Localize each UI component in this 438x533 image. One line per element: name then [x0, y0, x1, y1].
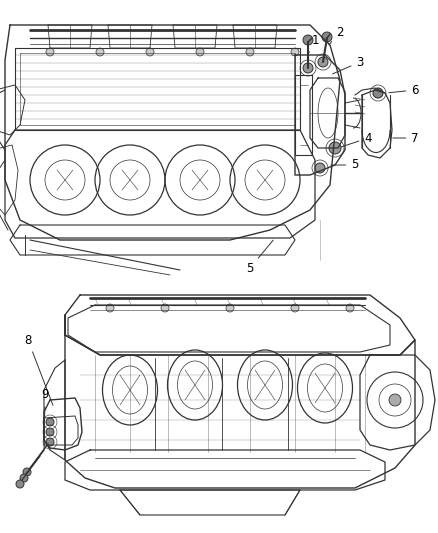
Circle shape: [20, 474, 28, 482]
Text: 8: 8: [25, 334, 53, 406]
Circle shape: [106, 304, 114, 312]
Circle shape: [291, 304, 299, 312]
Circle shape: [16, 480, 24, 488]
Circle shape: [373, 88, 383, 98]
Circle shape: [303, 35, 313, 45]
Circle shape: [46, 48, 54, 56]
Circle shape: [291, 48, 299, 56]
Circle shape: [315, 163, 325, 173]
Circle shape: [96, 48, 104, 56]
Circle shape: [196, 48, 204, 56]
Circle shape: [161, 304, 169, 312]
Circle shape: [322, 32, 332, 42]
Text: 6: 6: [389, 84, 419, 96]
Circle shape: [23, 468, 31, 476]
Text: 2: 2: [329, 26, 344, 45]
Circle shape: [146, 48, 154, 56]
Circle shape: [46, 418, 54, 426]
Text: 5: 5: [331, 158, 359, 172]
Circle shape: [318, 57, 328, 67]
Circle shape: [226, 304, 234, 312]
Text: 1: 1: [309, 34, 319, 52]
Circle shape: [329, 142, 341, 154]
Circle shape: [346, 304, 354, 312]
Circle shape: [246, 48, 254, 56]
Text: 3: 3: [332, 55, 364, 74]
Text: 4: 4: [341, 132, 372, 147]
Text: 5: 5: [246, 240, 273, 274]
Circle shape: [46, 438, 54, 446]
Circle shape: [46, 428, 54, 436]
Circle shape: [389, 394, 401, 406]
Circle shape: [303, 63, 313, 73]
Text: 7: 7: [393, 132, 419, 144]
Text: 9: 9: [41, 389, 49, 449]
